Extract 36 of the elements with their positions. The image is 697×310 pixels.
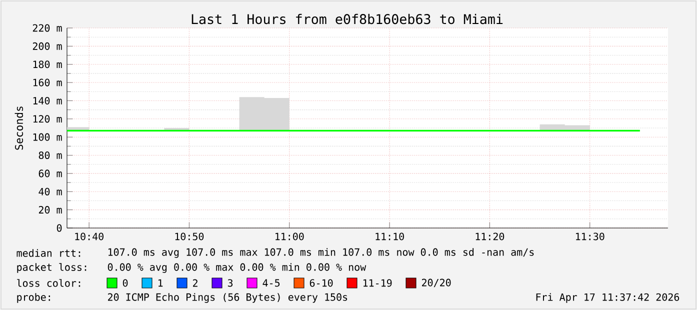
legend-label: 3 xyxy=(228,279,233,287)
x-tick-label: 11:20 xyxy=(476,232,504,240)
text: 20 ICMP Echo Pings (56 Bytes) every 150s xyxy=(108,293,348,303)
legend-label: 0 xyxy=(122,279,128,287)
x-tick-label: 10:40 xyxy=(75,232,104,240)
x-tick-label: 11:10 xyxy=(376,232,404,240)
x-tick-label: 11:00 xyxy=(276,232,304,240)
legend-label: 11-19 xyxy=(363,279,392,287)
x-tick-label: 10:50 xyxy=(175,232,204,240)
y-tick-label: 20 m xyxy=(38,206,62,214)
y-axis-title: Seconds xyxy=(14,106,24,150)
y-tick-label: 180 m xyxy=(33,60,62,68)
legend-label: 2 xyxy=(193,279,198,287)
text: probe: xyxy=(17,293,50,303)
legend-label: 4-5 xyxy=(262,279,280,287)
y-tick-label: 220 m xyxy=(32,24,62,32)
y-tick-label: 160 m xyxy=(33,78,62,86)
y-tick-label: 120 m xyxy=(33,115,62,123)
y-tick-label: 40 m xyxy=(38,188,62,196)
legend-title: loss color: xyxy=(17,279,80,287)
text: 107.0 ms avg 107.0 ms max 107.0 ms min 107.0 ms now 0.0 ms sd -nan am/s xyxy=(108,248,534,258)
y-tick-label: 100 m xyxy=(33,133,62,141)
text: 0.00 % avg 0.00 % max 0.00 % min 0.00 % now xyxy=(108,263,366,273)
legend-label: 20/20 xyxy=(422,278,451,288)
text: packet loss: xyxy=(17,263,86,273)
text: median rtt: xyxy=(16,249,80,257)
y-tick-label: 80 m xyxy=(38,151,62,160)
y-tick-label: 200 m xyxy=(32,42,62,50)
legend-label: 6-10 xyxy=(310,279,333,287)
legend-label: 1 xyxy=(158,279,163,287)
chart-title: Last 1 Hours from e0f8b160eb63 to Miami xyxy=(192,14,503,24)
y-tick-label: 60 m xyxy=(38,170,62,178)
y-tick-label: 140 m xyxy=(33,96,62,105)
x-tick-label: 11:30 xyxy=(576,232,604,240)
y-tick-label: 0 xyxy=(56,224,62,232)
text: Fri Apr 17 11:37:42 2026 xyxy=(536,293,680,303)
